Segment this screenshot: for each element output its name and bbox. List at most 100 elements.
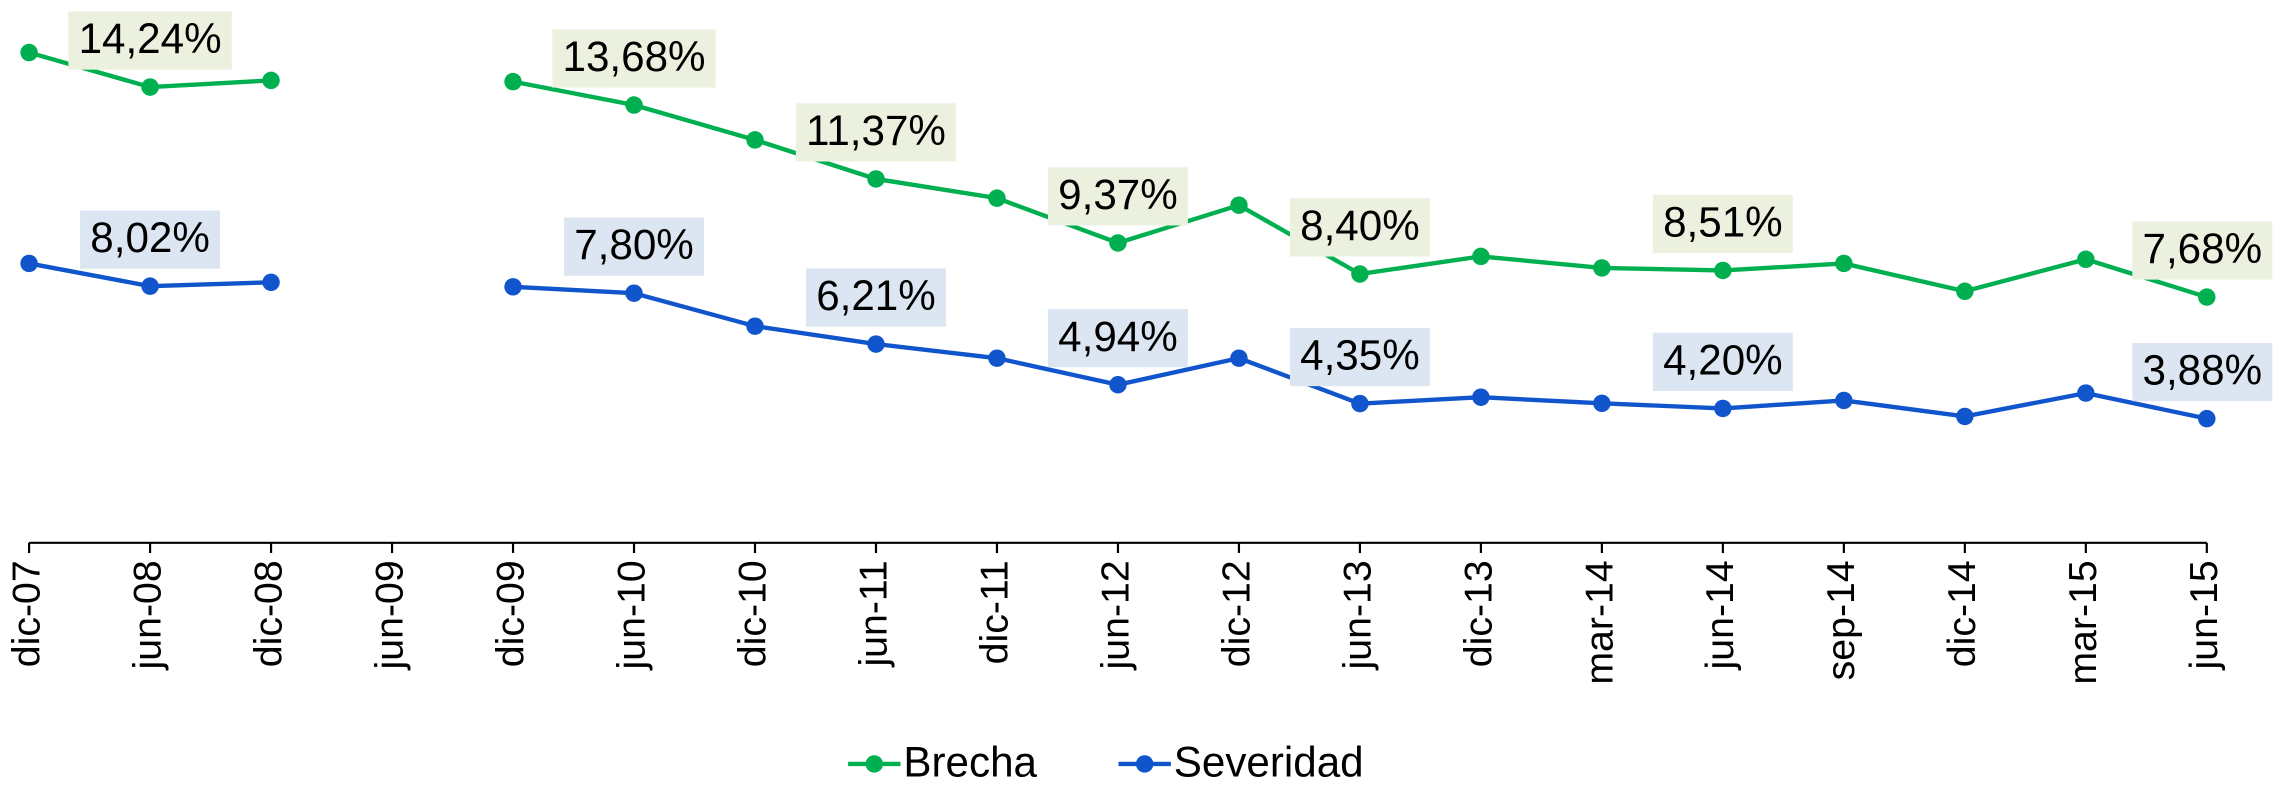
legend-marker xyxy=(1135,755,1154,773)
x-tick-label: jun-13 xyxy=(1335,560,1379,670)
data-label: 6,21% xyxy=(806,268,946,327)
data-point xyxy=(1351,394,1369,413)
data-label-box xyxy=(68,11,232,70)
data-point xyxy=(988,189,1006,207)
data-label-box xyxy=(1047,167,1188,226)
x-tick-label: mar-14 xyxy=(1577,560,1621,684)
data-label-text: 14,24% xyxy=(79,15,222,62)
data-point xyxy=(1956,407,1974,426)
data-label-text: 4,20% xyxy=(1663,336,1783,383)
data-point xyxy=(141,277,159,295)
data-label-text: 8,40% xyxy=(1300,202,1420,249)
data-label: 7,80% xyxy=(564,217,704,276)
data-point xyxy=(1956,282,1974,301)
data-label: 9,37% xyxy=(1047,167,1188,226)
data-point xyxy=(1714,261,1732,280)
data-label: 14,24% xyxy=(68,11,232,70)
data-label: 4,20% xyxy=(1652,332,1793,391)
data-point xyxy=(625,96,643,114)
data-point xyxy=(1351,265,1369,283)
data-point xyxy=(141,78,159,96)
data-label-box xyxy=(564,217,704,276)
legend-marker xyxy=(865,755,884,773)
x-tick-label: sep-14 xyxy=(1819,560,1863,680)
data-point xyxy=(867,335,885,353)
x-tick-label: dic-08 xyxy=(246,560,290,667)
data-point xyxy=(2198,409,2216,428)
data-point xyxy=(262,71,280,90)
x-tick-label: mar-15 xyxy=(2061,560,2105,684)
data-label: 4,94% xyxy=(1047,309,1188,368)
data-point xyxy=(1593,394,1611,413)
series-line xyxy=(512,79,2208,300)
x-tick-label: dic-13 xyxy=(1456,560,1500,667)
data-label-text: 7,80% xyxy=(574,221,694,268)
data-label: 3,88% xyxy=(2132,343,2273,402)
data-label-text: 9,37% xyxy=(1058,171,1178,218)
x-tick-label: jun-14 xyxy=(1698,560,1742,670)
data-point xyxy=(1593,259,1611,277)
data-point xyxy=(988,349,1006,367)
data-label-box xyxy=(1652,332,1793,391)
data-point xyxy=(2198,288,2216,306)
data-point xyxy=(1714,399,1732,418)
data-point xyxy=(867,170,885,188)
data-point xyxy=(1472,388,1490,406)
data-label-text: 11,37% xyxy=(806,107,946,154)
data-label-text: 7,68% xyxy=(2143,225,2263,272)
x-tick-label: jun-11 xyxy=(851,560,895,667)
x-tick-label: jun-08 xyxy=(125,560,169,670)
x-tick-label: jun-10 xyxy=(609,560,653,670)
data-point xyxy=(746,317,764,335)
data-label: 11,37% xyxy=(795,103,957,162)
x-tick-label: jun-15 xyxy=(2182,560,2226,670)
data-point xyxy=(1230,196,1248,214)
data-label-box xyxy=(80,210,221,269)
data-point xyxy=(1109,376,1127,394)
x-tick-label: dic-09 xyxy=(488,560,532,667)
legend-label: Brecha xyxy=(903,739,1037,786)
data-label-text: 13,68% xyxy=(562,33,705,80)
data-point xyxy=(504,278,522,296)
data-point xyxy=(1835,254,1853,273)
data-point xyxy=(2077,250,2095,269)
data-point xyxy=(262,273,280,292)
data-label-box xyxy=(1652,194,1793,254)
data-label-text: 4,35% xyxy=(1300,332,1420,379)
data-label-box xyxy=(1047,309,1188,368)
x-tick-label: dic-07 xyxy=(4,560,48,667)
data-label-box xyxy=(1289,198,1430,257)
data-point xyxy=(1835,391,1853,410)
x-tick-label: jun-09 xyxy=(367,560,411,670)
data-label-box xyxy=(2132,343,2273,402)
data-label: 8,40% xyxy=(1289,198,1430,257)
data-label: 4,35% xyxy=(1289,327,1430,387)
data-point xyxy=(1109,234,1127,252)
data-point xyxy=(1472,247,1490,266)
data-label: 8,02% xyxy=(80,210,221,269)
x-tick-label: dic-11 xyxy=(972,560,1016,664)
data-point xyxy=(20,254,38,273)
data-label-box xyxy=(2132,221,2273,280)
data-point xyxy=(2077,384,2095,402)
data-label-box xyxy=(552,29,716,88)
data-label: 13,68% xyxy=(552,29,716,88)
data-label-text: 4,94% xyxy=(1058,313,1178,360)
data-label: 7,68% xyxy=(2132,221,2273,280)
data-point xyxy=(504,72,522,91)
data-point xyxy=(1230,349,1248,367)
data-label-text: 8,51% xyxy=(1663,199,1783,246)
data-label-text: 6,21% xyxy=(816,272,936,319)
data-point xyxy=(746,131,764,149)
legend-label: Severidad xyxy=(1174,739,1364,786)
x-tick-label: dic-12 xyxy=(1214,560,1258,667)
x-tick-label: jun-12 xyxy=(1093,560,1137,670)
x-tick-label: dic-10 xyxy=(730,560,774,667)
data-label-box xyxy=(1289,327,1430,387)
data-label: 8,51% xyxy=(1652,194,1793,254)
data-label-box xyxy=(795,103,957,162)
x-tick-label: dic-14 xyxy=(1940,560,1984,667)
data-label-box xyxy=(806,268,946,327)
data-point xyxy=(20,43,38,62)
